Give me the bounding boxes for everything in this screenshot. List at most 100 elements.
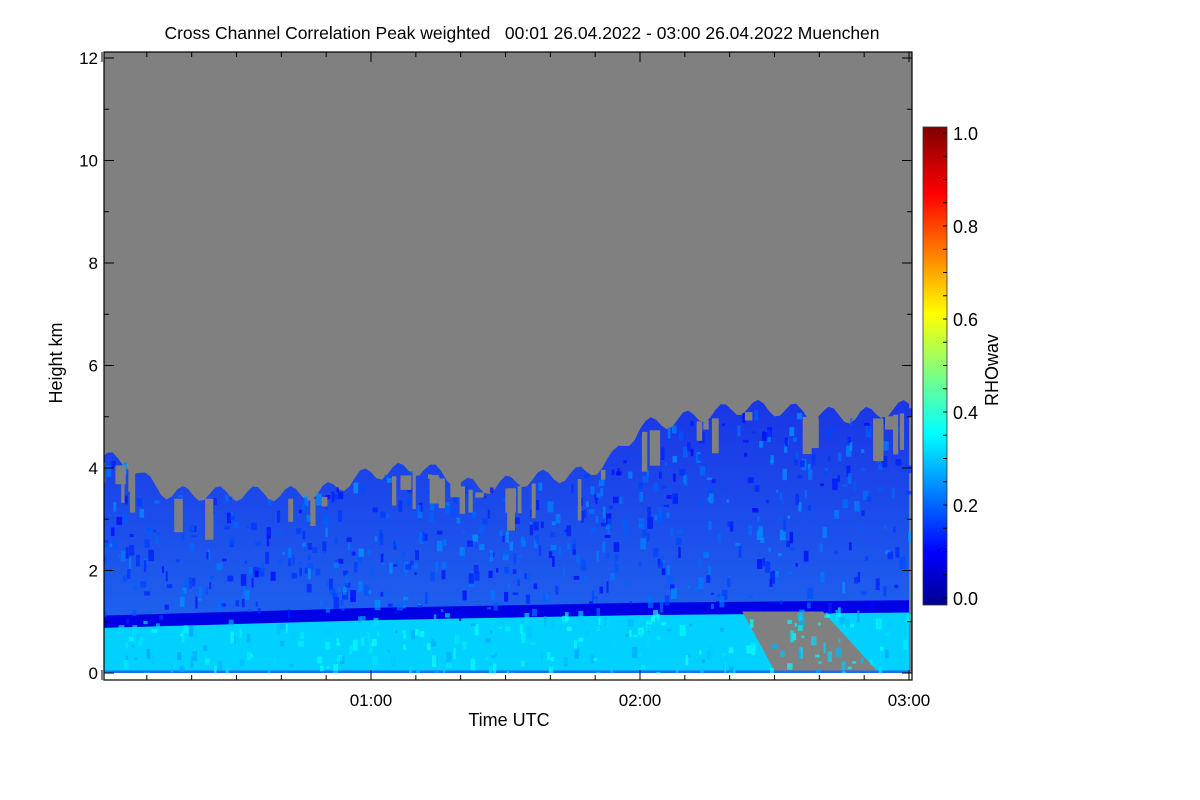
heatmap-cell [132, 609, 137, 617]
heatmap-cell [908, 532, 912, 542]
heatmap-cell [768, 547, 772, 553]
heatmap-cell [728, 647, 734, 653]
heatmap-cell [325, 608, 330, 613]
heatmap-cell [576, 554, 580, 564]
heatmap-cell [792, 437, 798, 442]
heatmap-cell [555, 513, 561, 524]
heatmap-cell [832, 478, 838, 491]
heatmap-cell [675, 669, 679, 676]
heatmap-cell [415, 550, 420, 561]
heatmap-cell [120, 550, 126, 562]
no-data-cell [531, 483, 536, 519]
heatmap-cell [144, 539, 150, 548]
heatmap-cell [411, 629, 415, 640]
heatmap-cell [424, 533, 428, 541]
heatmap-cell [360, 485, 367, 493]
heatmap-cell [869, 602, 875, 610]
heatmap-cell [267, 499, 272, 506]
heatmap-cell [875, 578, 880, 591]
no-data-cell [600, 469, 606, 480]
heatmap-cell [265, 551, 270, 564]
heatmap-cell [456, 517, 461, 524]
heatmap-cell [819, 543, 823, 552]
heatmap-cell [126, 655, 129, 664]
heatmap-cell [679, 468, 686, 476]
heatmap-cell [140, 581, 147, 588]
heatmap-cell [248, 608, 252, 613]
heatmap-cell [834, 510, 840, 519]
heatmap-cell [551, 521, 556, 526]
heatmap-cell [239, 658, 245, 667]
no-data-cell [475, 492, 484, 498]
heatmap-cell [432, 655, 437, 667]
heatmap-cell [240, 574, 247, 586]
heatmap-cell [189, 626, 194, 637]
heatmap-cell [485, 656, 489, 661]
heatmap-cell [878, 487, 884, 492]
heatmap-cell [493, 663, 497, 674]
heatmap-cell [811, 636, 817, 646]
heatmap-cell [602, 506, 606, 519]
heatmap-cell [784, 437, 788, 447]
no-data-cell [517, 486, 522, 514]
heatmap-cell [337, 654, 343, 662]
heatmap-cell [656, 636, 661, 640]
heatmap-cell [472, 534, 479, 542]
heatmap-cell [580, 559, 587, 571]
heatmap-cell [588, 509, 595, 515]
heatmap-cell [617, 468, 620, 476]
heatmap-cell [551, 620, 556, 629]
heatmap-cell [903, 639, 908, 650]
heatmap-cell [441, 561, 447, 569]
no-data-cell [412, 474, 416, 510]
no-data-cell [810, 417, 819, 449]
heatmap-cell [639, 629, 643, 638]
heatmap-cell [748, 595, 753, 598]
heatmap-cell [622, 519, 628, 527]
heatmap-cell [133, 657, 138, 661]
heatmap-cell [861, 449, 865, 454]
heatmap-cell [870, 554, 875, 558]
heatmap-cell [454, 634, 460, 644]
heatmap-cell [398, 500, 403, 512]
heatmap-cell [502, 535, 505, 543]
colorbar-axis: 0.0 0.2 0.4 0.6 0.8 1.0 [943, 124, 978, 609]
heatmap-cell [818, 622, 821, 626]
heatmap-cell [323, 513, 329, 526]
heatmap-cell [326, 665, 330, 669]
heatmap-cell [129, 557, 132, 569]
heatmap-cell [789, 427, 795, 437]
heatmap-cell [563, 656, 568, 667]
heatmap-cell [462, 641, 467, 649]
heatmap-cell [719, 596, 725, 608]
heatmap-cell [401, 551, 405, 558]
heatmap-cell [443, 669, 446, 674]
heatmap-cell [276, 624, 281, 635]
heatmap-cell [496, 567, 499, 573]
heatmap-cell [581, 511, 584, 523]
heatmap-cell [837, 607, 841, 618]
heatmap-cell [690, 448, 694, 457]
heatmap-cell [606, 581, 609, 593]
heatmap-cell [717, 533, 721, 543]
heatmap-cell [794, 623, 798, 627]
heatmap-cell [402, 604, 406, 609]
heatmap-cell [288, 557, 292, 567]
no-data-cell [577, 479, 582, 521]
heatmap-cell [405, 564, 412, 570]
x-tick-label: 03:00 [888, 691, 931, 710]
heatmap-cell [835, 609, 838, 621]
heatmap-cell [126, 618, 130, 624]
no-data-cell [438, 478, 445, 509]
heatmap-cell [765, 561, 771, 573]
heatmap-cell [436, 540, 443, 552]
heatmap-cell [211, 652, 214, 657]
no-data-cell [174, 498, 183, 533]
heatmap-cell [746, 645, 752, 654]
heatmap-cell [198, 586, 203, 598]
heatmap-cell [380, 553, 384, 563]
y-tick-label: 0 [89, 664, 98, 683]
heatmap-cell [641, 664, 646, 669]
heatmap-cell [491, 655, 496, 658]
